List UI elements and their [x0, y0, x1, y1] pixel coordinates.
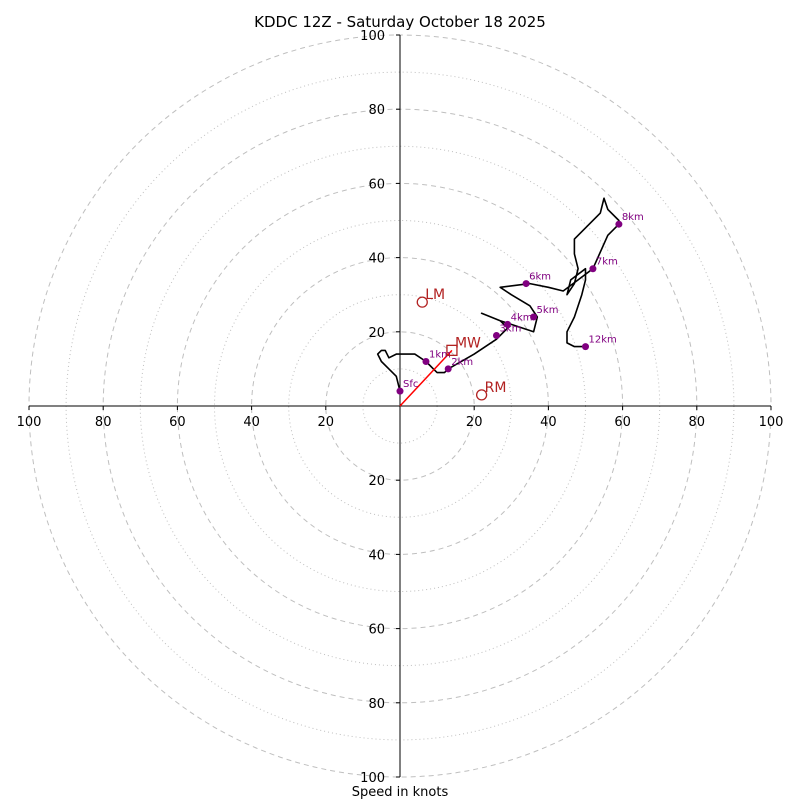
height-label-8km: 8km	[622, 212, 644, 223]
height-marker-1km	[422, 357, 430, 365]
x-axis-label: Speed in knots	[352, 785, 449, 800]
x-tick-label: 20	[466, 415, 483, 430]
height-marker-8km	[615, 220, 623, 228]
chart-title: KDDC 12Z - Saturday October 18 2025	[254, 13, 546, 31]
height-label-6km: 6km	[529, 272, 551, 283]
y-tick-label: 60	[368, 177, 385, 192]
x-tick-label: 40	[540, 415, 557, 430]
x-tick-label: 100	[759, 415, 784, 430]
hodograph-trace-group	[376, 197, 620, 407]
height-label-12km: 12km	[589, 335, 617, 346]
y-tick-label: 100	[360, 29, 385, 44]
y-tick-label: 40	[368, 548, 385, 563]
mean-wind-vector	[399, 349, 453, 407]
x-tick-label: 20	[318, 415, 335, 430]
height-label-3km: 3km	[499, 324, 521, 335]
y-tick-label: 40	[368, 252, 385, 267]
height-label-2km: 2km	[451, 357, 473, 368]
x-tick-label: 80	[689, 415, 706, 430]
axis-tick-labels: 20 20 20 20 40 40 40 40 60 60 60 60 80 80 80 80 100 100 10…	[17, 29, 784, 786]
y-tick-label: 20	[368, 326, 385, 341]
rm-marker	[475, 389, 488, 401]
y-tick-label: 60	[368, 623, 385, 638]
height-label-7km: 7km	[596, 257, 618, 268]
y-tick-label: 80	[368, 103, 385, 118]
lm-label: LM	[425, 287, 445, 303]
x-tick-label: 60	[169, 415, 186, 430]
height-label-5km: 5km	[537, 305, 559, 316]
height-marker-4km	[504, 320, 512, 328]
lm-marker	[416, 296, 428, 308]
hodograph-trace	[376, 197, 620, 392]
rm-label: RM	[485, 380, 507, 396]
height-marker-12km	[582, 343, 589, 351]
storm-motion-markers: LM MW RM	[416, 287, 507, 401]
height-label-4km: 4km	[511, 312, 533, 323]
x-tick-label: 100	[17, 415, 42, 430]
mw-label: MW	[455, 335, 481, 351]
height-marker-5km	[530, 313, 538, 321]
height-marker-3km	[492, 332, 500, 340]
height-label-sfc: Sfc	[403, 379, 418, 390]
x-tick-label: 40	[243, 415, 260, 430]
height-marker-sfc	[396, 387, 404, 395]
y-tick-label: 100	[360, 771, 385, 786]
x-tick-label: 60	[614, 415, 631, 430]
height-marker-6km	[522, 280, 530, 288]
y-tick-label: 80	[368, 697, 385, 712]
mw-marker	[446, 344, 458, 357]
x-tick-label: 80	[95, 415, 112, 430]
y-tick-label: 20	[368, 474, 385, 489]
height-marker-2km	[444, 365, 452, 373]
height-marker-7km	[589, 265, 597, 273]
height-label-1km: 1km	[429, 349, 451, 360]
